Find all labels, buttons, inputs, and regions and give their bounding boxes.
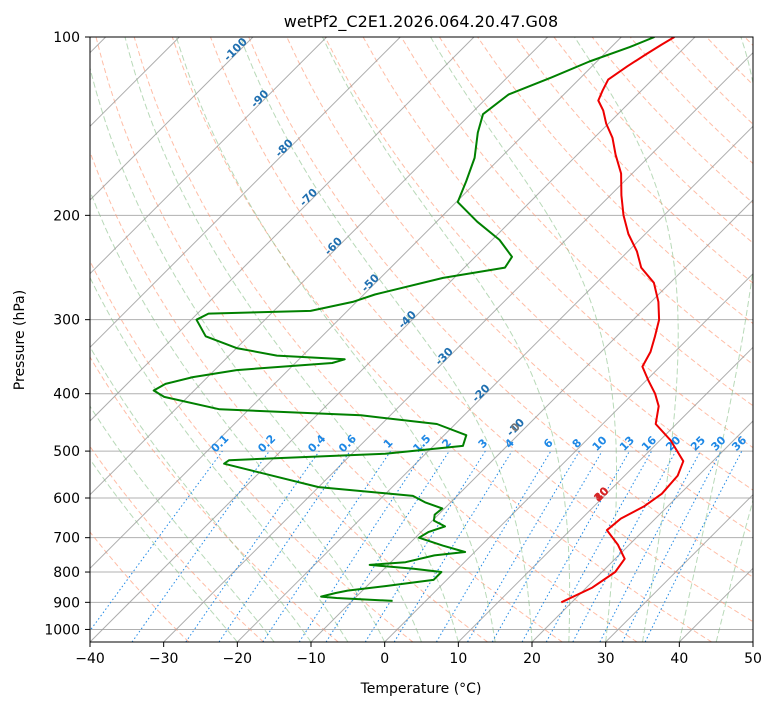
moist-adiabat [239, 37, 533, 642]
isotherm-line [90, 37, 696, 642]
isotherm-line [90, 37, 401, 349]
x-tick-label: 0 [380, 651, 389, 667]
moist-adiabat [124, 37, 459, 642]
isotherm-line [90, 37, 328, 275]
x-tick-label: −30 [149, 651, 179, 667]
plot-frame [89, 36, 754, 643]
x-tick-label: −20 [223, 651, 253, 667]
moist-adiabat [430, 37, 617, 642]
mixing-ratio-line [644, 450, 743, 642]
x-tick-label: 20 [523, 651, 541, 667]
mixing-ratio-line [262, 450, 392, 642]
isotherm-line [90, 37, 549, 496]
profile-lines [152, 37, 685, 604]
dry-adiabat [324, 37, 753, 491]
dry-adiabat [438, 37, 753, 366]
mixing-ratio-line [218, 450, 351, 642]
y-tick-label: 400 [53, 387, 80, 403]
y-tick-label: 800 [53, 565, 80, 581]
dry-adiabat [133, 37, 638, 642]
mixing-ratio-line [393, 450, 513, 642]
dry-adiabat [210, 37, 753, 623]
background-lines [90, 37, 753, 642]
y-tick-label: 200 [53, 208, 80, 224]
x-tick-label: 10 [449, 651, 467, 667]
y-tick-label: 700 [53, 531, 80, 547]
isotherm-line [90, 37, 622, 570]
isotherm-line [605, 493, 753, 642]
isotherm-line [90, 37, 254, 201]
x-tick-label: 40 [670, 651, 688, 667]
moist-adiabat [90, 458, 238, 642]
y-axis: 100 200 300 400 500 600 700 800 900 1000 [44, 30, 90, 638]
x-tick-label: 30 [597, 651, 615, 667]
mixing-ratio-line [185, 450, 320, 642]
isotherm-line [457, 346, 753, 642]
moist-adiabat [678, 37, 753, 642]
x-tick-label: −10 [296, 651, 326, 667]
dry-adiabat [171, 37, 712, 642]
mixing-ratio-line [545, 450, 653, 642]
dry-adiabat [400, 37, 753, 407]
moist-adiabat [90, 405, 275, 642]
isotherm-line [163, 51, 753, 642]
isotherm-line [384, 272, 753, 642]
mixing-ratio-line [131, 450, 270, 642]
dry-adiabat [90, 445, 264, 642]
x-axis-label: Temperature (°C) [360, 681, 482, 697]
x-tick-label: 50 [744, 651, 762, 667]
dry-adiabat [90, 150, 488, 642]
moist-adiabat [90, 345, 312, 642]
temperature-profile-line [560, 37, 685, 604]
dry-adiabat [248, 37, 753, 578]
moist-adiabat [90, 276, 349, 642]
isotherm-line [310, 199, 753, 642]
dry-adiabat [90, 356, 339, 642]
x-tick-label: −40 [75, 651, 105, 667]
y-tick-label: 900 [53, 595, 80, 611]
x-axis: −40 −30 −20 −10 0 10 20 30 40 50 [75, 642, 762, 667]
isotherm-line [236, 125, 753, 642]
moist-adiabat [322, 37, 571, 642]
y-tick-label: 600 [53, 491, 80, 507]
isotherm-line [90, 37, 475, 422]
y-axis-label: Pressure (hPa) [12, 290, 28, 390]
dry-adiabat [95, 37, 563, 642]
chart-title: wetPf2_C2E1.2026.064.20.47.G08 [284, 12, 558, 32]
dry-adiabat [515, 37, 753, 284]
y-tick-label: 500 [53, 444, 80, 460]
moist-adiabat [574, 37, 679, 642]
y-tick-label: 100 [53, 30, 80, 46]
mixing-ratio-line [521, 450, 630, 642]
dry-adiabat [90, 531, 190, 642]
mixing-ratio-line [90, 450, 223, 632]
y-tick-label: 300 [53, 313, 80, 329]
mixing-ratio-line [572, 450, 677, 642]
dewpoint-profile-line [152, 37, 655, 602]
moist-adiabat [175, 37, 496, 642]
isotherm-line [531, 420, 753, 642]
y-tick-label: 1000 [44, 622, 80, 638]
